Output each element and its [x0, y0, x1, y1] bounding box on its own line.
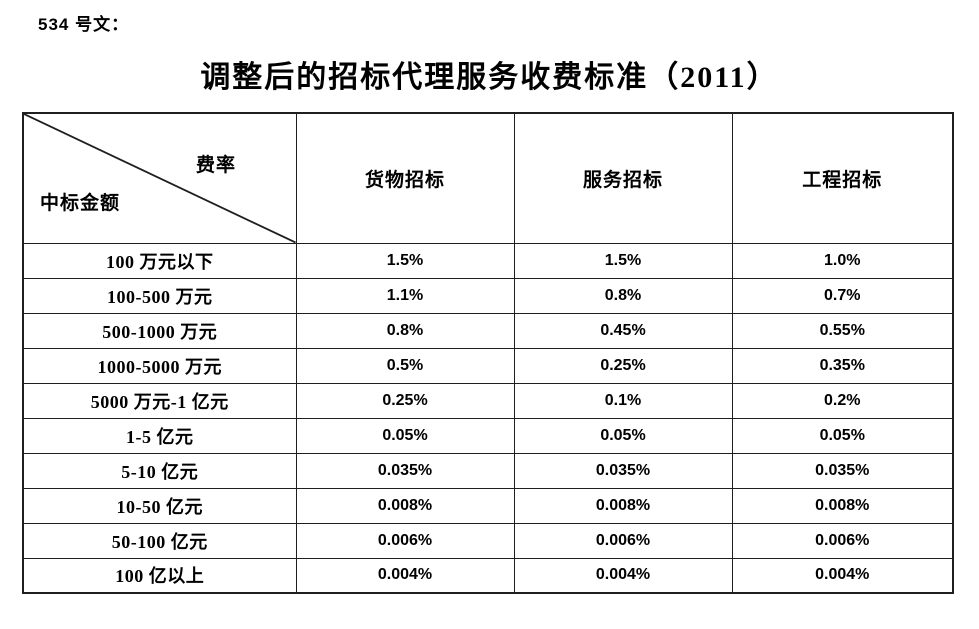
table-row: 1000-5000 万元 0.5% 0.25% 0.35%: [22, 347, 954, 384]
rate-cell: 0.05%: [731, 417, 954, 454]
column-header-services: 服务招标: [513, 112, 733, 244]
row-label: 5000 万元-1 亿元: [22, 382, 297, 419]
corner-label-rate: 费率: [196, 155, 237, 176]
rate-cell: 0.008%: [513, 487, 733, 524]
rate-cell: 0.7%: [731, 277, 954, 314]
table-row: 50-100 亿元 0.006% 0.006% 0.006%: [22, 522, 954, 559]
table-row: 5000 万元-1 亿元 0.25% 0.1% 0.2%: [22, 382, 954, 419]
rate-cell: 0.8%: [513, 277, 733, 314]
rate-cell: 0.5%: [295, 347, 515, 384]
rate-cell: 0.45%: [513, 312, 733, 349]
rate-cell: 0.008%: [295, 487, 515, 524]
rate-cell: 0.035%: [295, 452, 515, 489]
table-row: 100-500 万元 1.1% 0.8% 0.7%: [22, 277, 954, 314]
table-row: 100 万元以下 1.5% 1.5% 1.0%: [22, 242, 954, 279]
table-row: 1-5 亿元 0.05% 0.05% 0.05%: [22, 417, 954, 454]
table-header-row: 费率 中标金额 货物招标 服务招标 工程招标: [22, 112, 954, 244]
row-label: 100 万元以下: [22, 242, 297, 279]
row-label: 50-100 亿元: [22, 522, 297, 559]
diagonal-divider-line: [24, 114, 296, 243]
doc-reference-number: 534 号文：: [38, 15, 130, 34]
rate-cell: 0.8%: [295, 312, 515, 349]
rate-cell: 0.006%: [513, 522, 733, 559]
row-label: 100 亿以上: [22, 557, 297, 594]
table-row: 5-10 亿元 0.035% 0.035% 0.035%: [22, 452, 954, 489]
rate-cell: 1.5%: [295, 242, 515, 279]
rate-cell: 0.2%: [731, 382, 954, 419]
fee-standard-table: 费率 中标金额 货物招标 服务招标 工程招标 100 万元以下 1.5% 1.5…: [22, 112, 954, 594]
rate-cell: 0.35%: [731, 347, 954, 384]
rate-cell: 1.1%: [295, 277, 515, 314]
rate-cell: 0.25%: [295, 382, 515, 419]
rate-cell: 0.25%: [513, 347, 733, 384]
row-label: 1000-5000 万元: [22, 347, 297, 384]
column-header-goods: 货物招标: [295, 112, 515, 244]
page-title: 调整后的招标代理服务收费标准（2011）: [200, 61, 779, 94]
rate-cell: 0.55%: [731, 312, 954, 349]
corner-label-bid-amount: 中标金额: [40, 192, 121, 214]
row-label: 10-50 亿元: [22, 487, 297, 524]
rate-cell: 0.05%: [513, 417, 733, 454]
table-row: 10-50 亿元 0.008% 0.008% 0.008%: [22, 487, 954, 524]
rate-cell: 0.008%: [731, 487, 954, 524]
rate-cell: 0.006%: [731, 522, 954, 559]
rate-cell: 0.1%: [513, 382, 733, 419]
diagonal-corner-cell: 费率 中标金额: [22, 112, 297, 244]
rate-cell: 0.004%: [731, 557, 954, 594]
rate-cell: 0.004%: [513, 557, 733, 594]
rate-cell: 0.05%: [295, 417, 515, 454]
rate-cell: 1.5%: [513, 242, 733, 279]
rate-cell: 0.035%: [731, 452, 954, 489]
table-row: 500-1000 万元 0.8% 0.45% 0.55%: [22, 312, 954, 349]
rate-cell: 1.0%: [731, 242, 954, 279]
rate-cell: 0.006%: [295, 522, 515, 559]
row-label: 1-5 亿元: [22, 417, 297, 454]
row-label: 500-1000 万元: [22, 312, 297, 349]
column-header-engineering: 工程招标: [731, 112, 954, 244]
rate-cell: 0.035%: [513, 452, 733, 489]
table-row: 100 亿以上 0.004% 0.004% 0.004%: [22, 557, 954, 594]
rate-cell: 0.004%: [295, 557, 515, 594]
row-label: 100-500 万元: [22, 277, 297, 314]
row-label: 5-10 亿元: [22, 452, 297, 489]
